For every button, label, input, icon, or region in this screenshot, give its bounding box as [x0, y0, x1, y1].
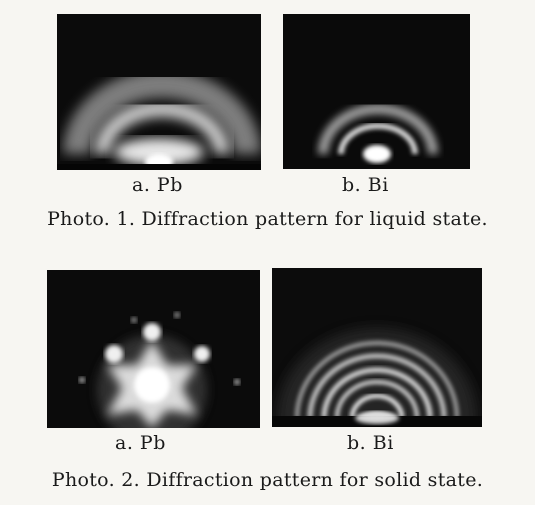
photo-2-caption: Photo. 2. Diffraction pattern for solid … — [51, 469, 484, 491]
photo-2a-label: a. Pb — [115, 432, 166, 454]
photo-1-caption: Photo. 1. Diffraction pattern for liquid… — [47, 208, 488, 230]
photo-2b-bi-solid — [272, 268, 482, 427]
photo-1b-bi-liquid — [283, 14, 470, 169]
photo-2a-pb-solid — [47, 270, 260, 428]
photo-2b-label: b. Bi — [347, 432, 394, 454]
diffraction-halo-image — [57, 14, 261, 170]
diffraction-spots-image — [47, 270, 260, 428]
diffraction-rings-image — [272, 268, 482, 427]
photo-1a-label: a. Pb — [132, 174, 183, 196]
photo-1a-pb-liquid — [57, 14, 261, 170]
photo-1b-label: b. Bi — [342, 174, 389, 196]
diffraction-halo-image — [283, 14, 470, 169]
